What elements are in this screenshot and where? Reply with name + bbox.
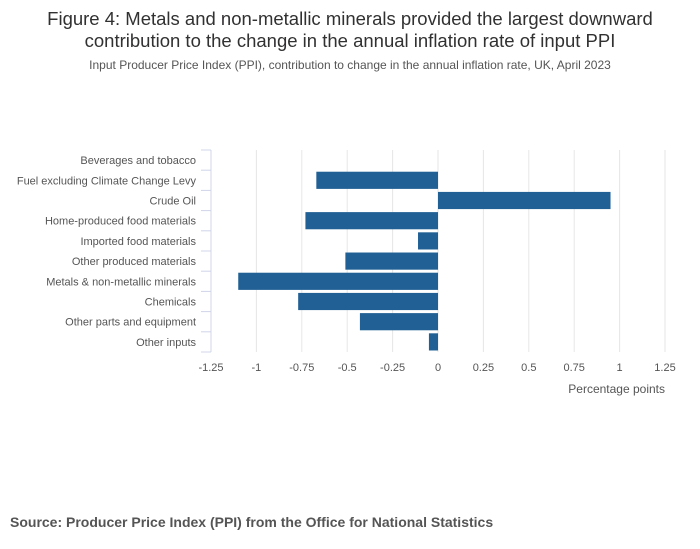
category-label: Beverages and tobacco [80, 155, 196, 167]
bar [298, 292, 438, 311]
chart-subtitle: Input Producer Price Index (PPI), contri… [89, 58, 611, 72]
bar [238, 272, 438, 290]
bar [359, 313, 438, 331]
x-tick-label: -0.5 [338, 362, 357, 374]
x-tick-label: 1 [617, 362, 623, 374]
x-tick-label: 0.5 [521, 362, 536, 374]
x-tick-label: -0.75 [289, 362, 314, 374]
bar [438, 191, 611, 210]
chart-title: Figure 4: Metals and non-metallic minera… [47, 8, 653, 51]
category-label: Crude Oil [150, 196, 196, 208]
category-label: Other inputs [136, 337, 196, 349]
category-label: Chemicals [145, 297, 197, 309]
x-tick-label: 0.25 [473, 362, 494, 374]
source-note: Source: Producer Price Index (PPI) from … [10, 514, 494, 530]
x-tick-label: -1.25 [198, 362, 223, 374]
x-tick-label: -0.25 [380, 362, 405, 374]
bar [418, 232, 438, 250]
bar [305, 212, 438, 230]
x-axis-title: Percentage points [568, 382, 665, 396]
category-label: Imported food materials [80, 236, 196, 248]
category-label: Fuel excluding Climate Change Levy [17, 175, 197, 187]
category-label: Home-produced food materials [45, 216, 197, 228]
x-tick-label: 0.75 [563, 362, 584, 374]
x-tick-label: -1 [252, 362, 262, 374]
bar [345, 252, 438, 270]
bar [428, 333, 438, 351]
category-label: Metals & non-metallic minerals [46, 276, 196, 288]
category-label: Other parts and equipment [65, 317, 196, 329]
category-label: Other produced materials [72, 256, 197, 268]
x-tick-label: 0 [435, 362, 441, 374]
bar [316, 171, 438, 189]
x-tick-label: 1.25 [654, 362, 675, 374]
